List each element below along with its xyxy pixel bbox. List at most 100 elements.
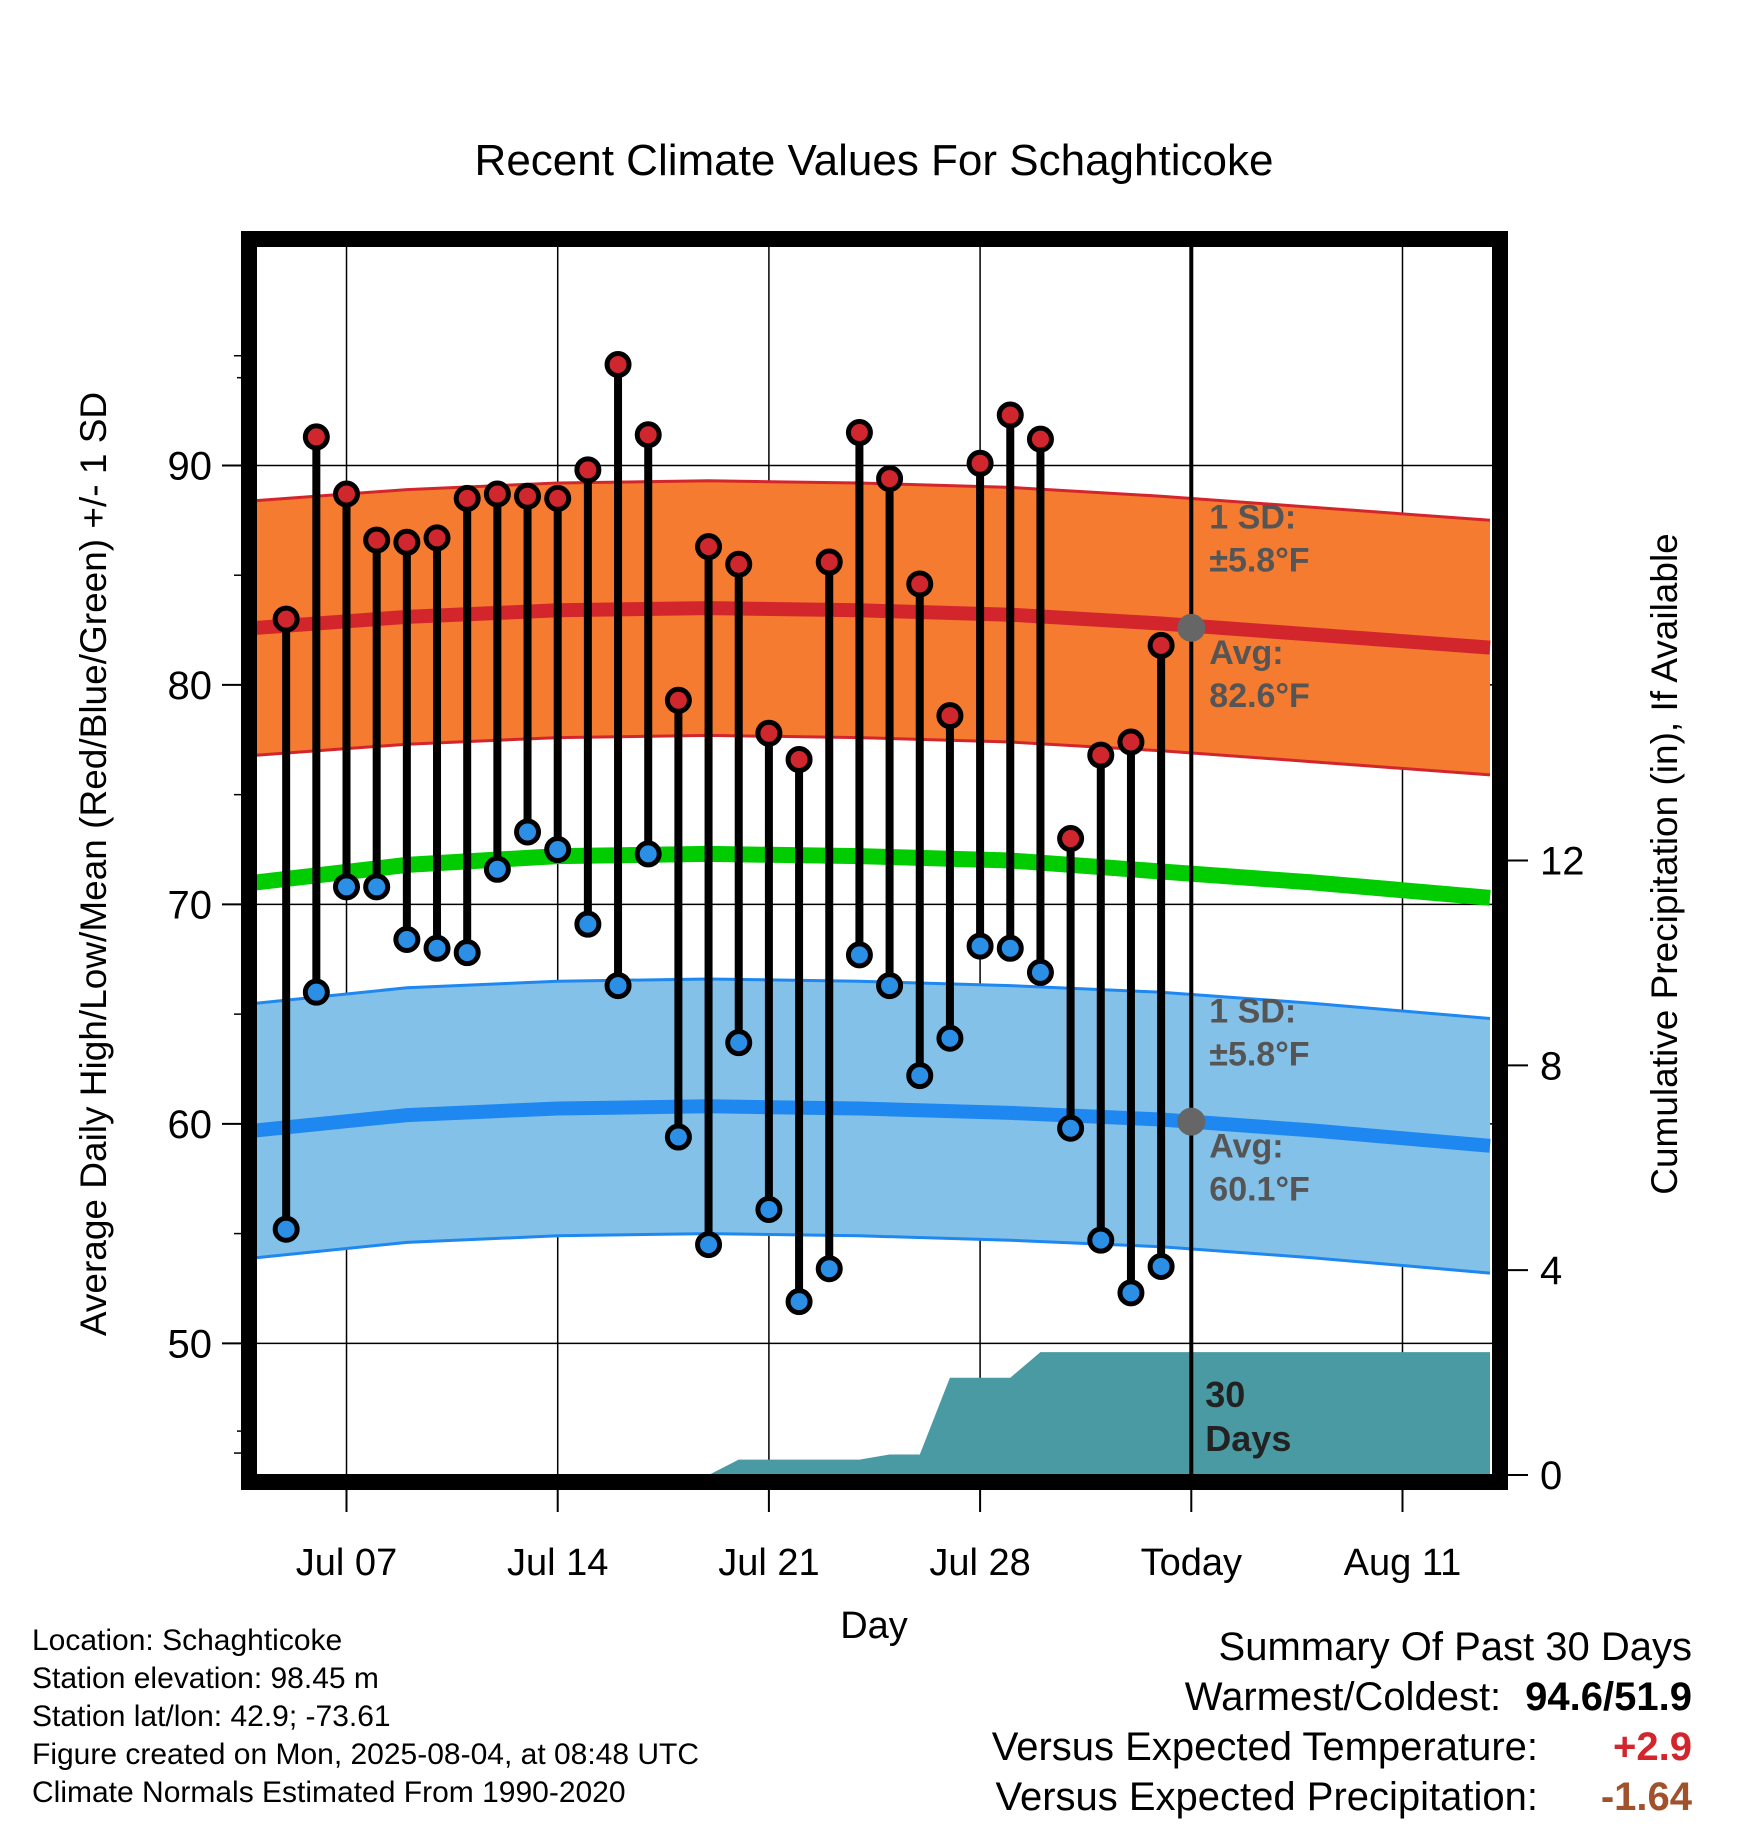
normals-text: Climate Normals Estimated From 1990-2020	[32, 1776, 626, 1809]
location-text: Location: Schaghticoke	[32, 1624, 343, 1657]
y2-tick-label: 4	[1540, 1249, 1562, 1293]
observed-low-point	[453, 939, 481, 967]
x-tick-label: Aug 11	[1344, 1542, 1462, 1584]
x-tick-label: Today	[1141, 1542, 1242, 1584]
observed-high-point	[574, 456, 602, 484]
today-normal-low-dot	[1177, 1107, 1206, 1136]
observed-high-point	[1087, 741, 1115, 769]
observed-low-point	[725, 1029, 753, 1057]
low-sd-band	[256, 979, 1490, 1274]
warm-cold-value: 94.6/51.9	[1525, 1675, 1692, 1719]
y2-tick-label: 0	[1540, 1454, 1562, 1498]
summary-panel: Summary Of Past 30 Days Warmest/Coldest:…	[992, 1622, 1692, 1822]
y2-tick-label: 8	[1540, 1044, 1562, 1088]
observed-low-point	[876, 972, 904, 1000]
observed-high-point	[604, 351, 632, 379]
observed-high-point	[755, 719, 783, 747]
observed-high-point	[453, 484, 481, 512]
y-tick-label: 80	[168, 664, 213, 708]
observed-high-point	[363, 526, 391, 554]
low-avg-value: 60.1°F	[1209, 1171, 1310, 1209]
observed-high-point	[1117, 728, 1145, 756]
station-info: Location: Schaghticoke Station elevation…	[32, 1622, 699, 1812]
observed-high-point	[302, 423, 330, 451]
chart-title: Recent Climate Values For Schaghticoke	[475, 136, 1274, 185]
plot-frame	[241, 231, 1508, 1490]
summary-warm-cold: Warmest/Coldest: 94.6/51.9	[992, 1672, 1692, 1722]
precip-area	[708, 1352, 1490, 1475]
observed-low-point	[483, 855, 511, 883]
observed-low-point	[634, 840, 662, 868]
observed-high-point	[333, 480, 361, 508]
observed-low-point	[1117, 1279, 1145, 1307]
observed-low-point	[514, 818, 542, 846]
temp-value: +2.9	[1613, 1725, 1692, 1769]
y2-axis-label: Cumulative Precipitation (in), If Availa…	[1644, 533, 1685, 1195]
warm-cold-label: Warmest/Coldest:	[1184, 1675, 1502, 1719]
observed-high-point	[906, 570, 934, 598]
observed-low-point	[815, 1255, 843, 1283]
observed-high-point	[664, 686, 692, 714]
normal-mean-line	[256, 845, 1491, 906]
observed-high-point	[483, 480, 511, 508]
observed-high-point	[966, 449, 994, 477]
high-avg-label: Avg:	[1209, 634, 1283, 672]
observed-low-point	[1087, 1226, 1115, 1254]
observed-high-point	[544, 484, 572, 512]
observed-low-point	[1026, 958, 1054, 986]
observed-low-point	[604, 972, 632, 1000]
observed-low-point	[333, 873, 361, 901]
observed-low-point	[1147, 1253, 1175, 1281]
today-normal-high-dot	[1177, 613, 1206, 642]
x-axis-label: Day	[840, 1605, 908, 1647]
precip-label: Versus Expected Precipitation:	[995, 1775, 1538, 1819]
observed-low-point	[936, 1024, 964, 1052]
low-avg-label: Avg:	[1209, 1128, 1283, 1166]
summary-title: Summary Of Past 30 Days	[1218, 1625, 1692, 1669]
high-sd-band	[256, 480, 1490, 775]
observed-low-point	[302, 978, 330, 1006]
observed-low-point	[423, 934, 451, 962]
observed-high-point	[845, 419, 873, 447]
observed-high-point	[1057, 825, 1085, 853]
observed-high-point	[936, 702, 964, 730]
normal-low-line	[256, 1099, 1491, 1153]
x-tick-label: Jul 14	[507, 1542, 608, 1584]
observed-high-point	[514, 482, 542, 510]
observed-low-point	[664, 1123, 692, 1151]
x-tick-label: Jul 07	[296, 1542, 397, 1584]
temp-label: Versus Expected Temperature:	[991, 1725, 1538, 1769]
observed-high-point	[393, 528, 421, 556]
x-tick-label: Jul 21	[718, 1542, 819, 1584]
summary-precip: Versus Expected Precipitation: -1.64	[992, 1772, 1692, 1822]
y-axis-label: Average Daily High/Low/Mean (Red/Blue/Gr…	[73, 392, 114, 1336]
observed-high-point	[1147, 631, 1175, 659]
precip-value: -1.64	[1600, 1775, 1692, 1819]
observed-low-point	[906, 1062, 934, 1090]
y-tick-label: 70	[168, 883, 213, 927]
observed-low-point	[272, 1215, 300, 1243]
observed-low-point	[755, 1195, 783, 1223]
observed-low-point	[695, 1231, 723, 1259]
observed-high-point	[876, 465, 904, 493]
period-number: 30	[1205, 1374, 1245, 1415]
x-tick-label: Jul 28	[929, 1542, 1030, 1584]
y-tick-label: 90	[168, 444, 213, 488]
low-sd-label: 1 SD:	[1209, 992, 1296, 1030]
observed-low-point	[1057, 1114, 1085, 1142]
observed-low-point	[845, 941, 873, 969]
observed-low-point	[966, 932, 994, 960]
elevation-text: Station elevation: 98.45 m	[32, 1662, 379, 1695]
low-band-upper-edge	[256, 977, 1491, 1020]
observed-low-point	[363, 873, 391, 901]
y-tick-label: 50	[168, 1322, 213, 1366]
y2-tick-label: 12	[1540, 840, 1585, 884]
observed-high-point	[815, 548, 843, 576]
observed-low-point	[393, 926, 421, 954]
observed-low-point	[544, 836, 572, 864]
observed-low-point	[996, 934, 1024, 962]
period-unit: Days	[1205, 1418, 1291, 1459]
latlon-text: Station lat/lon: 42.9; -73.61	[32, 1700, 391, 1733]
high-avg-value: 82.6°F	[1209, 677, 1310, 715]
